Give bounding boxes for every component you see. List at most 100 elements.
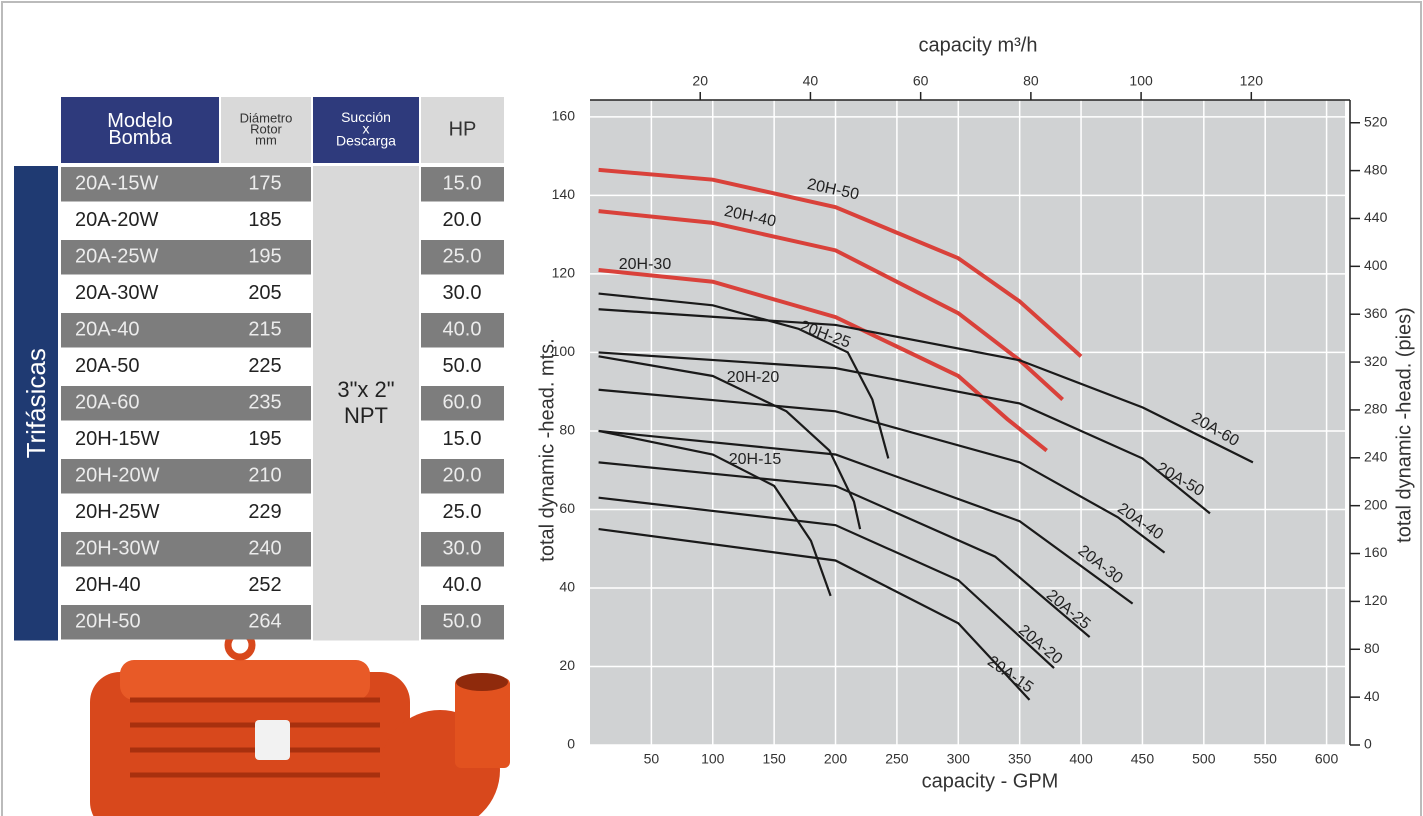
curve: [598, 209, 1064, 402]
connection-text: NPT: [344, 403, 388, 428]
y2-tick-label: 120: [1364, 592, 1388, 608]
model-cell: 20A-30W: [75, 282, 158, 304]
header-cell: [421, 97, 504, 163]
x2-tick-label: 60: [913, 73, 929, 89]
diameter-cell: 175: [248, 173, 281, 195]
x-tick-label: 100: [701, 751, 725, 767]
row-band: [61, 605, 311, 640]
x-axis-title: capacity - GPM: [922, 770, 1059, 792]
row-band: [421, 568, 504, 603]
row-band: [421, 203, 504, 238]
hp-cell: 25.0: [443, 246, 482, 268]
x-tick-label: 300: [947, 751, 971, 767]
row-band: [421, 495, 504, 530]
x-tick-label: 350: [1008, 751, 1032, 767]
header-cell: [313, 97, 419, 163]
curve: [598, 355, 862, 530]
x-tick-label: 400: [1069, 751, 1093, 767]
y2-axis-title: total dynamic -head. (pies): [1393, 307, 1415, 543]
y-tick-label: 20: [559, 657, 575, 673]
row-band: [421, 240, 504, 275]
y2-tick-label: 240: [1364, 449, 1388, 465]
curve-label: 20H-15: [729, 451, 782, 468]
row-band: [61, 276, 311, 311]
curve: [598, 527, 1031, 701]
diameter-cell: 240: [248, 538, 281, 560]
row-band: [421, 386, 504, 421]
plot-area: [590, 100, 1345, 745]
x-tick-label: 250: [885, 751, 909, 767]
row-band: [61, 532, 311, 567]
model-cell: 20H-40: [75, 574, 141, 596]
y-tick-label: 120: [552, 265, 576, 281]
hp-cell: 15.0: [443, 428, 482, 450]
row-band: [61, 203, 311, 238]
model-cell: 20H-25W: [75, 501, 160, 523]
y2-tick-label: 80: [1364, 640, 1380, 656]
y2-tick-label: 480: [1364, 161, 1388, 177]
diameter-cell: 195: [248, 428, 281, 450]
diameter-cell: 215: [248, 319, 281, 341]
diameter-cell: 225: [248, 355, 281, 377]
x2-tick-label: 120: [1240, 73, 1264, 89]
row-band: [61, 167, 311, 202]
row-band: [421, 313, 504, 348]
hp-cell: 50.0: [443, 355, 482, 377]
hp-cell: 40.0: [443, 574, 482, 596]
row-band: [61, 240, 311, 275]
y-tick-label: 80: [559, 422, 575, 438]
connection-cell: [313, 166, 419, 641]
curve: [598, 496, 1055, 669]
curve: [598, 461, 1091, 638]
hp-cell: 60.0: [443, 392, 482, 414]
y-tick-label: 60: [559, 500, 575, 516]
row-band: [421, 167, 504, 202]
y-tick-label: 100: [552, 343, 576, 359]
y2-tick-label: 160: [1364, 544, 1388, 560]
header-text: mm: [255, 132, 277, 147]
y2-tick-label: 320: [1364, 353, 1388, 369]
row-band: [421, 605, 504, 640]
row-band: [61, 386, 311, 421]
row-band: [61, 459, 311, 494]
connection-text: 3"x 2": [337, 377, 394, 402]
row-band: [61, 422, 311, 457]
model-cell: 20A-15W: [75, 173, 158, 195]
x-tick-label: 600: [1315, 751, 1339, 767]
y-tick-label: 0: [567, 736, 575, 752]
header-text: Diámetro: [240, 110, 293, 125]
header-text: HP: [449, 118, 477, 140]
model-cell: 20H-20W: [75, 465, 160, 487]
row-band: [421, 532, 504, 567]
curve-label: 20H-20: [727, 369, 780, 386]
header-cell: [221, 97, 311, 163]
curve: [598, 308, 1254, 464]
x-tick-label: 200: [824, 751, 848, 767]
hp-cell: 15.0: [443, 173, 482, 195]
model-cell: 20A-60: [75, 392, 140, 414]
y2-tick-label: 200: [1364, 496, 1388, 512]
hp-cell: 20.0: [443, 465, 482, 487]
x2-tick-label: 20: [692, 73, 708, 89]
hp-cell: 50.0: [443, 611, 482, 633]
x2-axis-title: capacity m³/h: [919, 34, 1038, 56]
diameter-cell: 210: [248, 465, 281, 487]
hp-cell: 40.0: [443, 319, 482, 341]
diameter-cell: 252: [248, 574, 281, 596]
hp-cell: 30.0: [443, 538, 482, 560]
y-tick-label: 160: [552, 108, 576, 124]
y2-tick-label: 0: [1364, 736, 1372, 752]
curve: [598, 388, 1166, 554]
header-text: x: [363, 121, 370, 137]
model-cell: 20H-30W: [75, 538, 160, 560]
x-tick-label: 450: [1131, 751, 1155, 767]
curve: [598, 267, 1048, 453]
row-band: [421, 422, 504, 457]
model-cell: 20H-50: [75, 611, 141, 633]
x-tick-label: 150: [762, 751, 786, 767]
y-axis-title: total dynamic -head. mts.: [536, 338, 558, 561]
group-band: [14, 166, 58, 641]
row-band: [421, 276, 504, 311]
diameter-cell: 235: [248, 392, 281, 414]
